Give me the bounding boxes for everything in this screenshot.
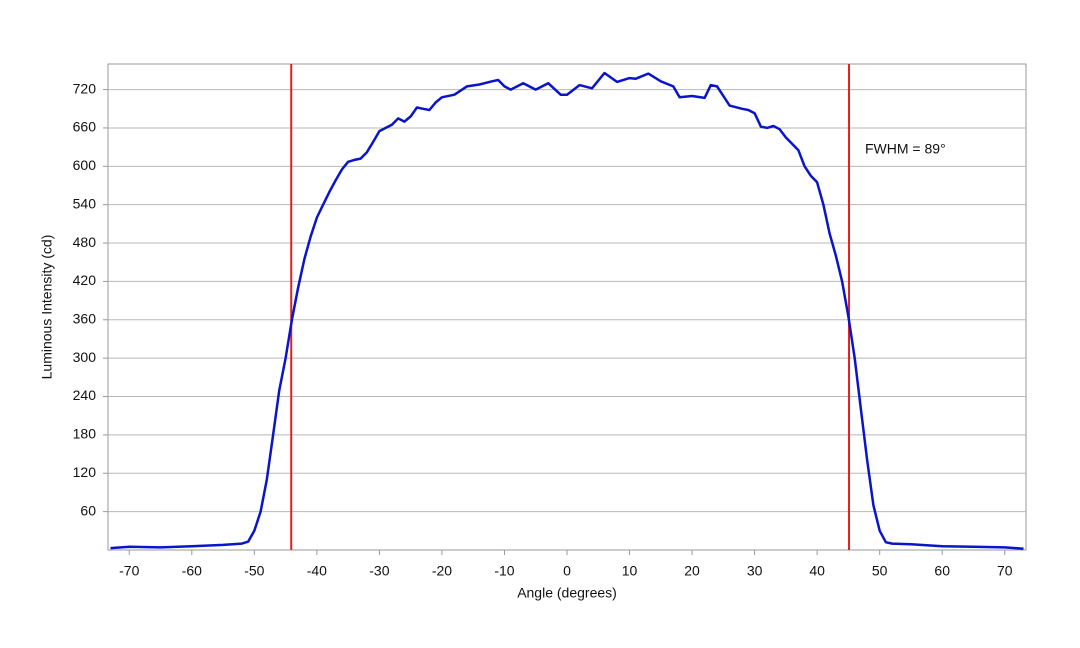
y-tick-label: 720	[73, 80, 97, 96]
y-tick-label: 240	[73, 387, 97, 403]
plot-frame	[107, 63, 1027, 551]
x-tick-label: 70	[997, 563, 1013, 579]
x-tick-label: 20	[684, 563, 700, 579]
y-axis-label: Luminous Intensity (cd)	[39, 235, 55, 380]
y-tick-label: 660	[73, 119, 97, 135]
y-tick-label: 420	[73, 272, 97, 288]
y-tick-label: 180	[73, 426, 97, 442]
x-tick-label: -70	[119, 563, 139, 579]
x-tick-label: 50	[872, 563, 888, 579]
x-tick-label: -10	[494, 563, 514, 579]
data-line	[110, 71, 1024, 550]
x-tick-label: -30	[369, 563, 389, 579]
y-tick-label: 480	[73, 234, 97, 250]
annotation: FWHM = 89°	[865, 141, 946, 157]
y-tick-label: 600	[73, 157, 97, 173]
y-tick-label: 300	[73, 349, 97, 365]
x-tick-label: 60	[934, 563, 950, 579]
x-tick-label: 40	[809, 563, 825, 579]
y-tick-label: 540	[73, 195, 97, 211]
y-tick-label: 120	[73, 464, 97, 480]
x-tick-label: 10	[622, 563, 638, 579]
x-axis-label: Angle (degrees)	[517, 585, 617, 601]
y-tick-label: 60	[80, 502, 96, 518]
x-tick-label: -60	[182, 563, 202, 579]
x-tick-label: -20	[432, 563, 452, 579]
x-tick-label: 30	[747, 563, 763, 579]
x-tick-label: 0	[563, 563, 571, 579]
x-tick-label: -40	[307, 563, 327, 579]
x-tick-label: -50	[244, 563, 264, 579]
y-tick-label: 360	[73, 310, 97, 326]
